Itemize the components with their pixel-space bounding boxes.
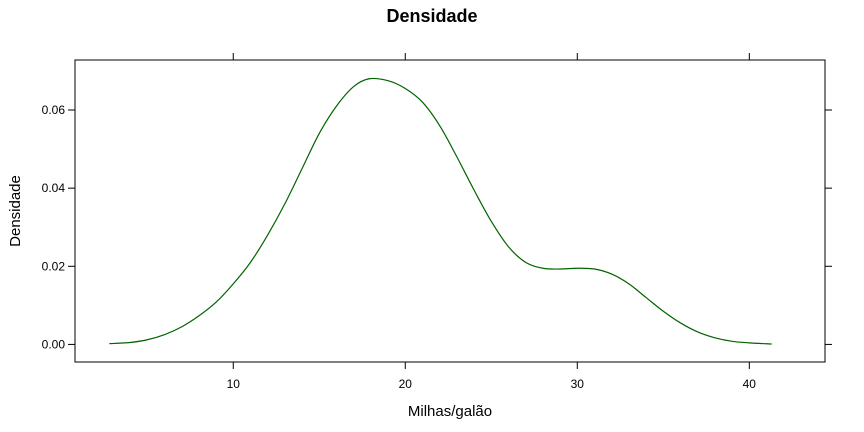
y-axis-left: 0.00 0.02 0.04 0.06 bbox=[42, 103, 75, 351]
x-tick-label: 30 bbox=[571, 377, 585, 391]
y-tick-label: 0.04 bbox=[42, 181, 66, 195]
y-axis-right bbox=[825, 109, 832, 345]
x-axis-bottom: 10 20 30 40 bbox=[227, 362, 757, 391]
x-tick-label: 20 bbox=[399, 377, 413, 391]
plot-frame bbox=[74, 59, 826, 363]
density-curve bbox=[109, 77, 772, 345]
x-tick-label: 40 bbox=[743, 377, 757, 391]
x-axis-label: Milhas/galão bbox=[408, 403, 492, 420]
chart-title: Densidade bbox=[386, 6, 477, 26]
y-tick-label: 0.02 bbox=[42, 259, 66, 273]
x-axis-top bbox=[232, 53, 750, 60]
y-axis-label: Densidade bbox=[7, 175, 24, 247]
y-tick-label: 0.06 bbox=[42, 103, 66, 117]
x-tick-label: 10 bbox=[227, 377, 241, 391]
y-tick-label: 0.00 bbox=[42, 337, 66, 351]
